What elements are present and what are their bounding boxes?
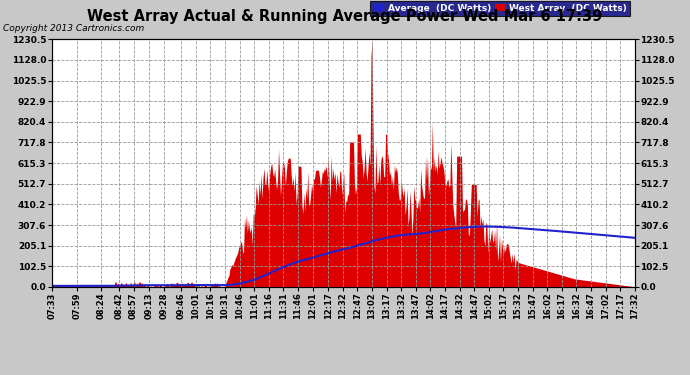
Legend: Average  (DC Watts), West Array  (DC Watts): Average (DC Watts), West Array (DC Watts… — [371, 1, 630, 16]
Text: West Array Actual & Running Average Power Wed Mar 6 17:39: West Array Actual & Running Average Powe… — [88, 9, 602, 24]
Text: Copyright 2013 Cartronics.com: Copyright 2013 Cartronics.com — [3, 24, 145, 33]
